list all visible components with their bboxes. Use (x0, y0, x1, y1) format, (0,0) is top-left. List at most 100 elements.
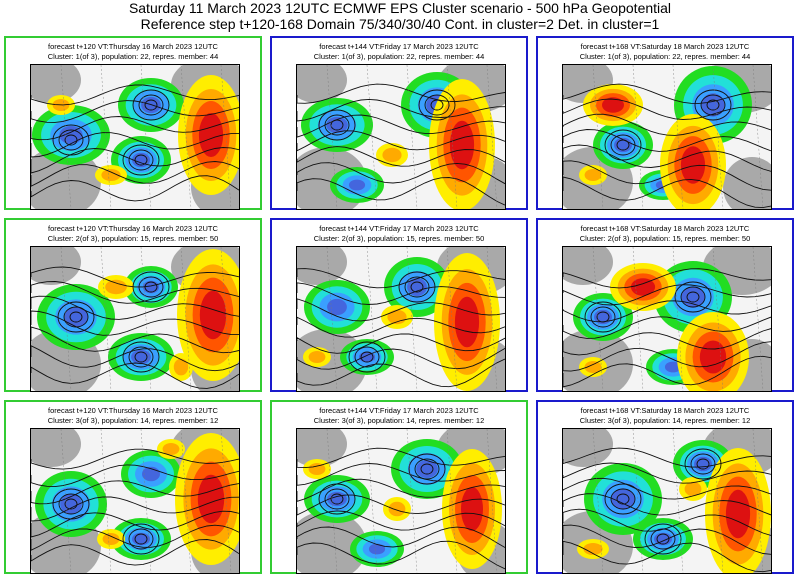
grid-line (60, 247, 72, 391)
grid-line (140, 65, 152, 209)
panel-c1-t120: forecast t+120 VT:Thursday 16 March 2023… (4, 36, 262, 210)
low-contour (650, 528, 676, 550)
panel-title: forecast t+144 VT:Friday 17 March 2023 1… (272, 224, 526, 244)
grid-line (100, 247, 112, 391)
grid-line (220, 247, 232, 391)
panel-cluster-line: Cluster: 3(of 3), population: 14, repres… (47, 416, 219, 425)
geopotential-contour (563, 462, 771, 484)
grid-line (486, 247, 498, 391)
panel-cluster-line: Cluster: 2(of 3), population: 15, repres… (47, 234, 219, 243)
low-contour (430, 99, 444, 111)
geopotential-map (30, 246, 240, 392)
positive-anomaly-shading (684, 481, 702, 497)
low-contour (138, 94, 164, 116)
positive-anomaly-shading (630, 278, 656, 296)
grid-line (100, 429, 112, 573)
land-area (297, 429, 347, 467)
geopotential-contour (297, 463, 505, 486)
land-area (31, 65, 81, 103)
grid-line (366, 247, 378, 391)
positive-anomaly-shading (699, 340, 727, 374)
grid-line (180, 247, 192, 391)
low-contour (134, 533, 148, 545)
geopotential-contour (297, 98, 505, 122)
grid-line (592, 429, 604, 573)
geopotential-contour (297, 358, 505, 388)
panel-title: forecast t+144 VT:Friday 17 March 2023 1… (272, 42, 526, 62)
panel-forecast-line: forecast t+168 VT:Saturday 18 March 2023… (580, 406, 750, 415)
panel-forecast-line: forecast t+120 VT:Thursday 16 March 2023… (48, 42, 218, 51)
positive-anomaly-shading (584, 361, 602, 373)
geopotential-contour (297, 333, 505, 354)
low-contour (134, 154, 148, 166)
grid-line (446, 65, 458, 209)
grid-line (752, 65, 764, 209)
geopotential-contour (563, 355, 771, 388)
geopotential-contour (297, 177, 505, 206)
geopotential-contour (297, 83, 505, 104)
geopotential-contour (297, 447, 505, 469)
geopotential-contour (31, 310, 239, 336)
panel-cluster-line: Cluster: 2(of 3), population: 15, repres… (579, 234, 751, 243)
low-contour (64, 134, 78, 146)
geopotential-contour (297, 316, 505, 338)
negative-anomaly-shading (348, 179, 366, 191)
grid-line (180, 65, 192, 209)
positive-anomaly-shading (388, 501, 406, 517)
panel-c2-t120: forecast t+120 VT:Thursday 16 March 2023… (4, 218, 262, 392)
grid-line (486, 65, 498, 209)
negative-anomaly-shading (327, 298, 347, 316)
geopotential-contour (31, 100, 239, 123)
panel-forecast-line: forecast t+120 VT:Thursday 16 March 2023… (48, 224, 218, 233)
positive-anomaly-shading (449, 120, 475, 170)
low-contour (52, 124, 90, 156)
grid-line (592, 65, 604, 209)
low-contour (63, 306, 89, 328)
low-contour (410, 281, 424, 293)
map-canvas (31, 247, 239, 391)
low-contour (122, 523, 160, 555)
grid-line (672, 429, 684, 573)
land-area (297, 511, 367, 573)
low-contour (656, 533, 670, 545)
low-contour (616, 493, 630, 505)
negative-anomaly-shading (701, 93, 725, 117)
geopotential-contour (31, 132, 239, 158)
geopotential-contour (563, 300, 771, 323)
geopotential-contour (297, 510, 505, 531)
panel-forecast-line: forecast t+144 VT:Friday 17 March 2023 1… (319, 224, 479, 233)
geopotential-map (296, 246, 506, 392)
geopotential-contour (31, 539, 239, 566)
geopotential-contour (297, 162, 505, 185)
low-contour (686, 291, 700, 303)
low-contour (420, 463, 434, 475)
geopotential-contour (563, 493, 771, 516)
title-line-2: Reference step t+120-168 Domain 75/340/3… (140, 16, 660, 32)
geopotential-contour (563, 268, 771, 289)
geopotential-contour (563, 113, 771, 136)
grid-line (632, 65, 644, 209)
negative-anomaly-shading (131, 349, 151, 365)
panel-title: forecast t+168 VT:Saturday 18 March 2023… (538, 224, 792, 244)
low-contour (706, 99, 720, 111)
panel-title: forecast t+120 VT:Thursday 16 March 2023… (6, 406, 260, 426)
grid-line (752, 247, 764, 391)
low-contour (604, 129, 642, 161)
panel-forecast-line: forecast t+144 VT:Friday 17 March 2023 1… (319, 406, 479, 415)
panel-forecast-line: forecast t+120 VT:Thursday 16 March 2023… (48, 406, 218, 415)
geopotential-contour (31, 266, 239, 288)
grid-line (406, 247, 418, 391)
map-canvas (297, 247, 505, 391)
land-area (297, 65, 347, 103)
geopotential-contour (31, 326, 239, 354)
positive-anomaly-shading (680, 146, 706, 184)
positive-anomaly-shading (602, 97, 624, 113)
low-contour (696, 458, 710, 470)
land-area (563, 429, 613, 467)
geopotential-contour (563, 83, 771, 104)
low-contour (324, 114, 350, 136)
low-contour (58, 129, 84, 151)
positive-anomaly-shading (197, 474, 225, 524)
panel-cluster-line: Cluster: 1(of 3), population: 22, repres… (579, 52, 751, 61)
map-canvas (563, 429, 771, 573)
